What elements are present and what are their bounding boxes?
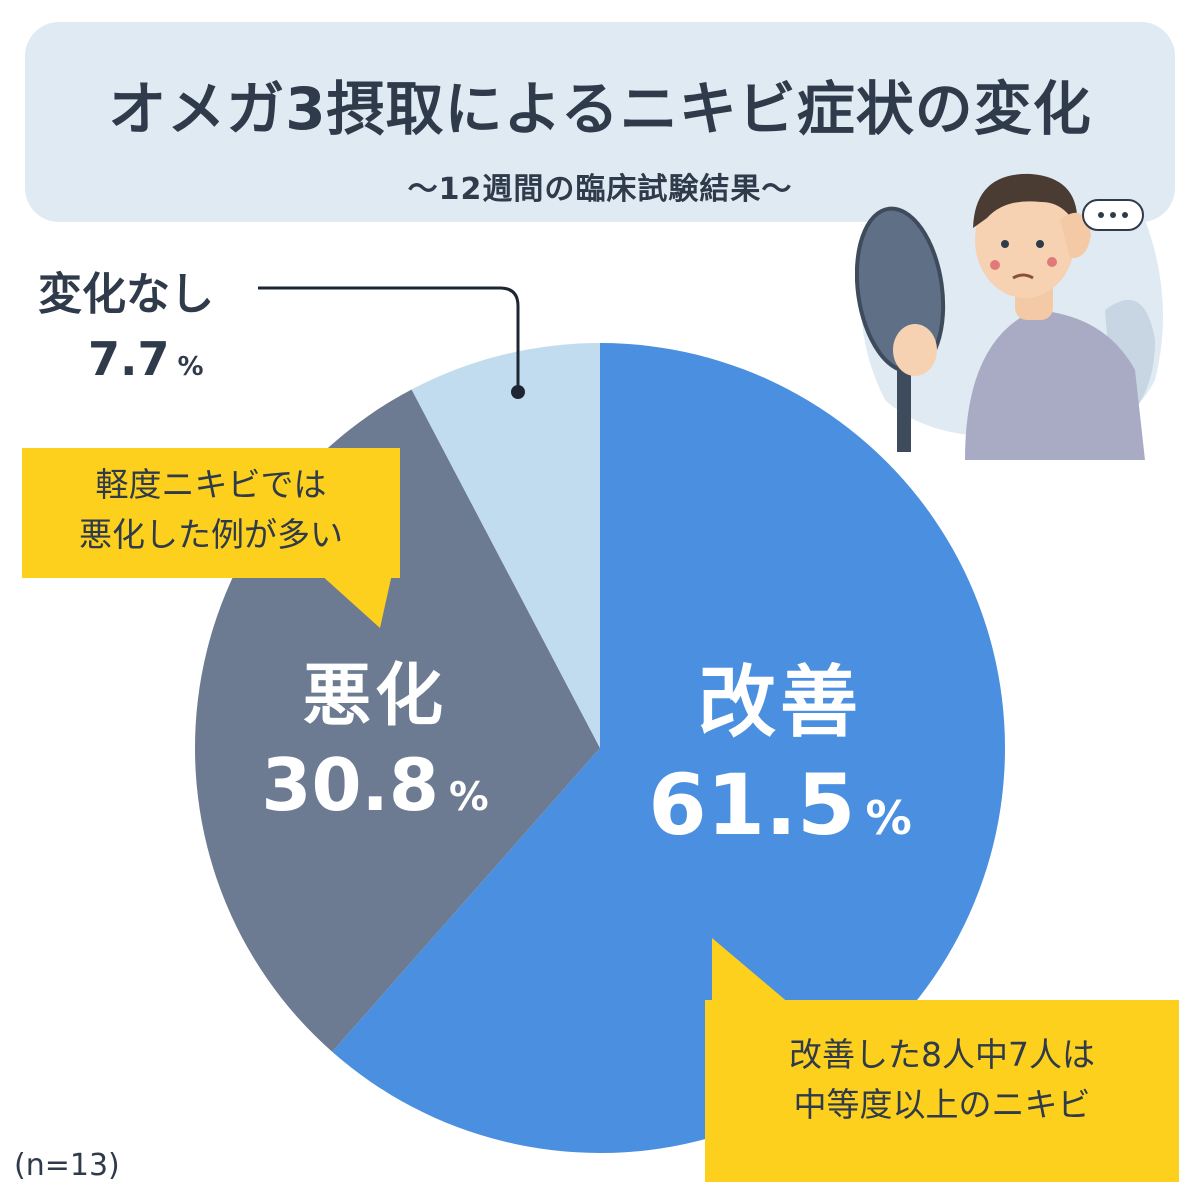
man-with-hand-mirror-icon bbox=[855, 156, 1163, 460]
note-worse: 軽度ニキビでは 悪化した例が多い bbox=[22, 448, 400, 578]
slice-name-worse: 悪化 bbox=[302, 657, 447, 736]
pie-slice-improve bbox=[332, 343, 1005, 1153]
slice-value-nochange: 7.7% bbox=[88, 332, 204, 386]
slice-label-nochange: 変化なし 7.7% bbox=[38, 258, 214, 386]
note-worse-pointer bbox=[320, 574, 392, 628]
slice-label-worse: 悪化 30.8% bbox=[230, 640, 520, 827]
note-worse-line1: 軽度ニキビでは bbox=[95, 465, 327, 504]
note-improve-line2: 中等度以上のニキビ bbox=[793, 1084, 1091, 1124]
slice-label-improve: 改善 61.5% bbox=[610, 640, 950, 854]
slice-name-nochange: 変化なし bbox=[38, 269, 214, 320]
nochange-leader-line bbox=[258, 286, 525, 399]
note-improve-line1: 改善した8人中7人は bbox=[789, 1035, 1095, 1074]
note-improve-pointer bbox=[712, 938, 790, 1004]
chart-title: オメガ3摂取によるニキビ症状の変化 bbox=[108, 75, 1092, 143]
slice-name-improve: 改善 bbox=[697, 658, 862, 748]
pie-slice-nochange bbox=[411, 343, 600, 748]
note-improve: 改善した8人中7人は 中等度以上のニキビ bbox=[705, 1000, 1179, 1182]
slice-value-improve: 61.5% bbox=[648, 756, 912, 854]
header-banner: オメガ3摂取によるニキビ症状の変化 〜12週間の臨床試験結果〜 bbox=[25, 22, 1175, 222]
note-worse-line2: 悪化した例が多い bbox=[79, 514, 343, 554]
sample-size: (n=13) bbox=[14, 1148, 120, 1183]
chart-subtitle: 〜12週間の臨床試験結果〜 bbox=[407, 172, 793, 207]
slice-value-worse: 30.8% bbox=[261, 743, 489, 827]
